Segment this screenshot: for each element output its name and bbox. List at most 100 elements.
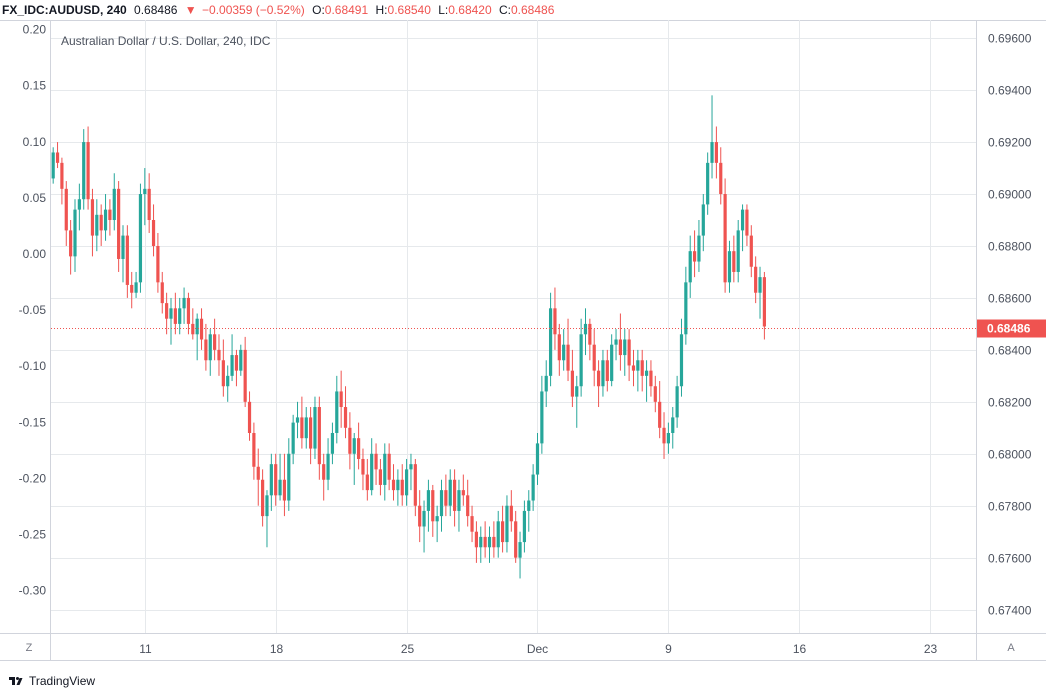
- candle-body: [444, 490, 448, 506]
- left-axis-label: -0.20: [19, 471, 47, 485]
- candle-body: [64, 188, 68, 231]
- candle-body: [304, 417, 308, 439]
- left-axis-label: 0.20: [23, 23, 47, 37]
- x-axis-label: 23: [924, 642, 938, 656]
- candle-body: [391, 479, 396, 491]
- candle-body: [265, 495, 269, 517]
- chart-header: FX_IDC:AUDUSD, 240 0.68486 ▼ −0.00359 (−…: [0, 0, 1046, 20]
- last-price: 0.68486: [134, 3, 178, 17]
- candle-body: [121, 235, 125, 259]
- candle-body: [679, 334, 684, 387]
- candle-body: [226, 375, 230, 387]
- footer: TradingView: [0, 670, 300, 694]
- candle-body: [610, 344, 614, 382]
- symbol-label[interactable]: FX_IDC:AUDUSD, 240: [2, 3, 127, 17]
- candle-body: [579, 334, 583, 387]
- candle-body: [614, 339, 618, 345]
- left-axis-label: -0.30: [19, 584, 47, 598]
- candle-body: [147, 188, 151, 221]
- left-axis-label: -0.25: [19, 528, 47, 542]
- open-label: O:: [312, 3, 325, 17]
- candle-body: [256, 466, 260, 480]
- candle-body: [317, 407, 321, 465]
- candle-body: [143, 188, 147, 195]
- candle-body: [374, 453, 378, 470]
- candle-body: [191, 323, 195, 335]
- last-price-label: 0.68486: [987, 322, 1031, 336]
- candle-body: [500, 521, 505, 543]
- candle-body: [631, 365, 636, 371]
- candle-body: [509, 505, 513, 522]
- candle-body: [666, 432, 670, 444]
- x-axis-label: 18: [270, 642, 284, 656]
- candle-body: [684, 282, 688, 335]
- left-axis-label: -0.05: [19, 303, 47, 317]
- candle-body: [557, 334, 561, 361]
- candle-body: [169, 308, 173, 319]
- candle-body: [343, 407, 348, 428]
- candle-body: [413, 464, 417, 506]
- candle-body: [754, 266, 758, 293]
- candle-body: [727, 251, 732, 283]
- candle-body: [173, 308, 177, 324]
- candle-body: [540, 391, 544, 444]
- candle-body: [653, 386, 657, 402]
- candle-body: [527, 500, 531, 511]
- right-axis-label: 0.69600: [988, 32, 1032, 46]
- candle-body: [627, 339, 631, 366]
- price-chart[interactable]: 0.69600 0.69400 0.69200 0.69000 0.68800 0.686…: [0, 0, 1046, 670]
- candle-body: [69, 230, 73, 257]
- candle-body: [544, 375, 548, 392]
- left-axis-label: -0.10: [19, 359, 47, 373]
- candle-body: [466, 495, 470, 517]
- candle-body: [640, 360, 644, 376]
- candle-body: [487, 536, 492, 548]
- candle-body: [117, 188, 121, 259]
- candle-body: [73, 209, 77, 257]
- left-axis-label: 0.00: [23, 247, 47, 261]
- x-axis-label: 16: [793, 642, 807, 656]
- tradingview-brand: TradingView: [29, 674, 96, 688]
- close-label: C:: [499, 3, 511, 17]
- candle-body: [740, 209, 745, 231]
- candle-body: [531, 474, 535, 501]
- candle-body: [151, 220, 156, 246]
- candle-body: [313, 407, 317, 449]
- candle-body: [418, 505, 422, 527]
- candle-body: [77, 199, 81, 210]
- candle-body: [762, 277, 766, 327]
- candle-body: [330, 432, 335, 454]
- candle-body: [457, 490, 461, 511]
- candle-body: [348, 427, 352, 454]
- candle-body: [588, 323, 592, 345]
- tradingview-logo[interactable]: TradingView: [8, 671, 95, 691]
- chart-title: Australian Dollar / U.S. Dollar, 240, ID…: [61, 34, 271, 48]
- right-axis-label: 0.69400: [988, 84, 1032, 98]
- right-axis-label: 0.68600: [988, 292, 1032, 306]
- candle-body: [649, 370, 653, 387]
- candle-body: [125, 235, 129, 285]
- candle-body: [274, 464, 278, 496]
- candle-body: [55, 152, 60, 163]
- candle-body: [221, 360, 225, 387]
- price-change: −0.00359 (−0.52%): [202, 3, 305, 17]
- candle-body: [448, 479, 452, 506]
- candle-body: [439, 490, 444, 517]
- candle-body: [474, 531, 479, 548]
- low-label: L:: [438, 3, 449, 17]
- x-axis-label: Dec: [527, 642, 548, 656]
- candle-body: [261, 479, 265, 517]
- candle-body: [239, 349, 243, 371]
- candle-body: [479, 536, 483, 548]
- candle-body: [409, 464, 413, 470]
- candle-body: [758, 277, 762, 293]
- candle-body: [719, 162, 723, 195]
- candle-body: [370, 453, 374, 491]
- auto-scale-left-button[interactable]: Z: [26, 642, 33, 654]
- candle-body: [605, 360, 609, 382]
- x-axis-label: 11: [139, 642, 152, 656]
- candle-body: [697, 235, 701, 262]
- candle-body: [182, 297, 186, 309]
- candle-body: [112, 188, 116, 221]
- auto-scale-right-button[interactable]: A: [1007, 642, 1015, 654]
